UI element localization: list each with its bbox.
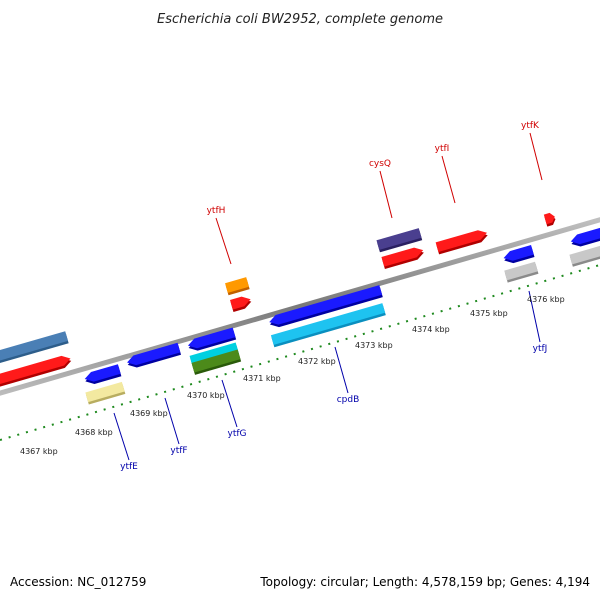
genome-title: Escherichia coli BW2952, complete genome	[157, 12, 443, 27]
gene-blue-cpdB	[269, 285, 383, 328]
gene-blue-ytfJ	[503, 245, 535, 264]
kbp-label-4370: 4370 kbp	[187, 391, 225, 400]
connector-ytfJ	[528, 290, 541, 343]
gene-label-cysQ: cysQ	[369, 159, 391, 169]
accession-text: Accession: NC_012759	[10, 575, 146, 589]
kbp-label-4371: 4371 kbp	[243, 374, 281, 383]
connector-ytfG	[221, 379, 238, 428]
gene-blue-ytfF	[127, 342, 182, 368]
gene-olive	[191, 349, 242, 375]
kbp-label-4368: 4368 kbp	[75, 428, 113, 437]
kbp-label-4375: 4375 kbp	[470, 309, 508, 318]
kbp-label-4372: 4372 kbp	[298, 357, 336, 366]
connector-ytfK	[529, 132, 543, 181]
genome-backbone	[0, 217, 600, 396]
kbp-label-4373: 4373 kbp	[355, 341, 393, 350]
gene-label-ytfH: ytfH	[207, 206, 226, 216]
label-connectors	[113, 132, 543, 461]
connector-ytfF	[164, 397, 180, 445]
gene-red-ytfH	[230, 296, 252, 312]
connector-ytfH	[215, 217, 232, 265]
connector-cpdB	[334, 346, 349, 394]
gene-red-ytfK	[543, 212, 556, 227]
gene-blue-ytfG	[187, 327, 237, 351]
gene-blue-right	[570, 225, 600, 247]
gene-indigo-cysQ	[376, 228, 423, 253]
gene-grey-right	[569, 243, 600, 267]
gene-khaki	[85, 381, 126, 405]
connector-cysQ	[379, 170, 393, 219]
gene-grey-ytfJ	[504, 261, 539, 283]
gene-red-cysQ	[381, 247, 424, 270]
gene-features	[0, 212, 600, 405]
inner-tick-track	[0, 263, 600, 441]
kbp-label-4376: 4376 kbp	[527, 295, 565, 304]
kbp-label-4374: 4374 kbp	[412, 325, 450, 334]
gene-label-ytfE: ytfE	[120, 462, 138, 472]
gene-orange	[225, 277, 250, 296]
gene-label-ytfG: ytfG	[228, 429, 247, 439]
gene-red-left	[0, 355, 72, 387]
kbp-label-4367: 4367 kbp	[20, 447, 58, 456]
connector-ytfI	[441, 155, 456, 204]
gene-label-ytfJ: ytfJ	[533, 344, 548, 354]
gene-red-ytfI	[435, 230, 488, 255]
genome-summary-text: Topology: circular; Length: 4,578,159 bp…	[259, 575, 590, 589]
kbp-label-4369: 4369 kbp	[130, 409, 168, 418]
gene-label-ytfF: ytfF	[170, 446, 187, 456]
gene-steelblue-left	[0, 331, 69, 364]
gene-cyan-large	[270, 303, 386, 348]
gene-label-cpdB: cpdB	[337, 395, 360, 405]
connector-ytfE	[113, 412, 130, 461]
gene-blue-ytfE	[84, 364, 122, 384]
gene-label-ytfI: ytfI	[435, 144, 450, 154]
gene-label-ytfK: ytfK	[521, 121, 540, 131]
